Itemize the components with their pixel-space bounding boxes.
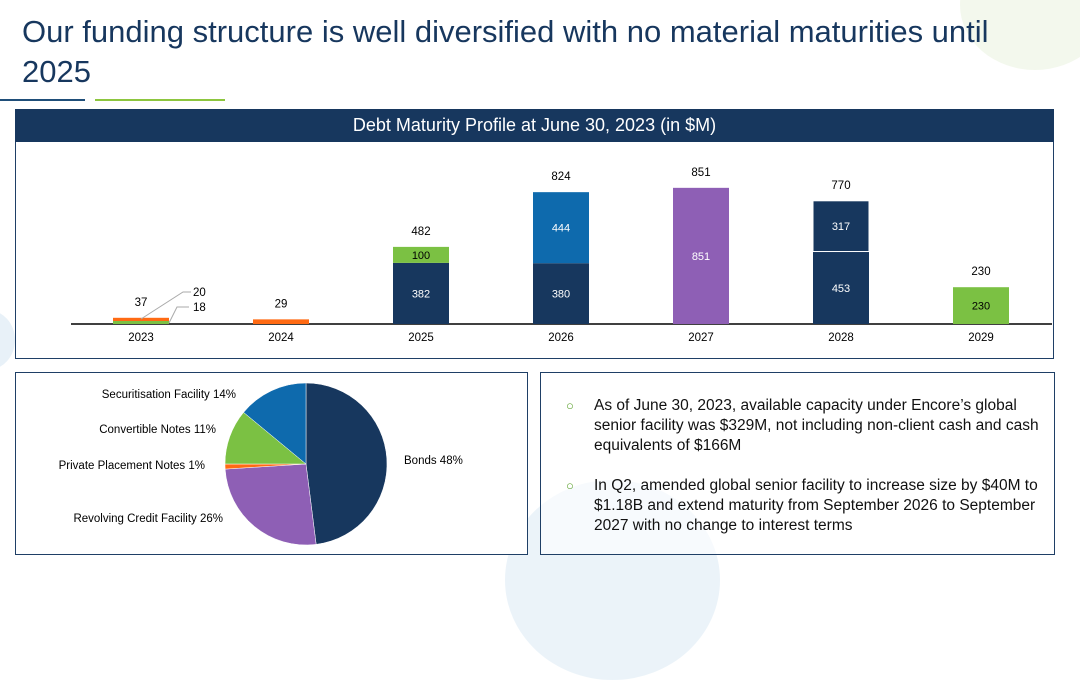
page-title: Our funding structure is well diversifie…	[22, 14, 989, 89]
bullet-text: In Q2, amended global senior facility to…	[594, 477, 1038, 534]
pie-slice	[305, 382, 388, 545]
bar-value-label: 317	[832, 221, 850, 233]
pie-label: Private Placement Notes 1%	[59, 460, 205, 472]
bar-total-label: 482	[411, 226, 430, 238]
x-tick-label: 2028	[828, 332, 854, 344]
hollow-circle-icon: ○	[566, 398, 574, 413]
x-tick-label: 2027	[688, 332, 714, 344]
pie-chart-panel: Bonds 48% Revolving Credit Facility 26% Pr…	[15, 372, 528, 555]
bar-segment-revolving	[673, 187, 729, 324]
bar-value-label: 453	[832, 283, 850, 295]
pie-label: Convertible Notes 11%	[99, 424, 216, 436]
pie-label: Revolving Credit Facility 26%	[73, 513, 223, 525]
bar-segment-bonds_a	[813, 251, 869, 324]
pie-label: Securitisation Facility 14%	[102, 389, 236, 401]
bar-segment-private_placement	[253, 319, 309, 324]
bullet-item: ○ As of June 30, 2023, available capacity…	[566, 396, 1044, 456]
bar-value-label: 100	[412, 250, 430, 262]
title-underline-accent	[95, 99, 225, 101]
title-underline	[0, 99, 85, 101]
bar-total-label: 770	[831, 180, 850, 192]
callout-label: 18	[193, 302, 206, 314]
bar-segment-convertible	[393, 246, 449, 263]
callout-line	[140, 291, 191, 320]
bar-segment-convertible	[953, 287, 1009, 324]
bar-value-label: 444	[552, 223, 570, 235]
x-tick-label: 2029	[968, 332, 994, 344]
bar-segment-securitisation	[533, 192, 589, 264]
bar-total-label: 230	[971, 266, 990, 278]
bar-value-label: 851	[692, 251, 710, 263]
bar-total-label: 851	[691, 167, 710, 179]
pie-slice	[243, 382, 307, 465]
bar-segment-bonds_a	[393, 262, 449, 324]
bullet-item: ○ In Q2, amended global senior facility t…	[566, 476, 1044, 536]
bar-total-label: 824	[551, 171, 571, 183]
bar-chart: 37 2023 29 2024 382 100 482 2025 380 444 824 2026 85…	[71, 167, 1052, 344]
pie-chart: Bonds 48% Revolving Credit Facility 26% Pr…	[59, 382, 463, 546]
x-tick-label: 2025	[408, 332, 434, 344]
bar-segment-bonds_a	[533, 263, 589, 324]
bar-total-label: 29	[275, 298, 288, 310]
x-tick-label: 2024	[268, 332, 294, 344]
x-tick-label: 2023	[128, 332, 154, 344]
pie-slice	[224, 463, 317, 546]
x-tick-label: 2026	[548, 332, 574, 344]
bar-value-label: 382	[412, 288, 430, 300]
decorative-circle	[0, 310, 15, 370]
bar-segment-bonds_b	[812, 200, 870, 253]
bar-segment-convertible	[113, 321, 169, 324]
callout-line	[168, 306, 189, 324]
hollow-circle-icon: ○	[566, 478, 574, 493]
bar-chart-panel: 37 2023 29 2024 382 100 482 2025 380 444 824 2026 85…	[15, 142, 1054, 359]
bar-value-label: 380	[552, 289, 570, 301]
pie-label: Bonds 48%	[404, 455, 463, 467]
bar-segment-private_placement	[113, 317, 169, 321]
notes-panel: ○ As of June 30, 2023, available capacity…	[540, 372, 1055, 555]
bar-total-label: 37	[135, 297, 148, 309]
chart-title: Debt Maturity Profile at June 30, 2023 (…	[15, 109, 1054, 142]
bullet-text: As of June 30, 2023, available capacity …	[594, 397, 1039, 454]
callout-label: 20	[193, 287, 206, 299]
bar-value-label: 230	[972, 301, 990, 313]
